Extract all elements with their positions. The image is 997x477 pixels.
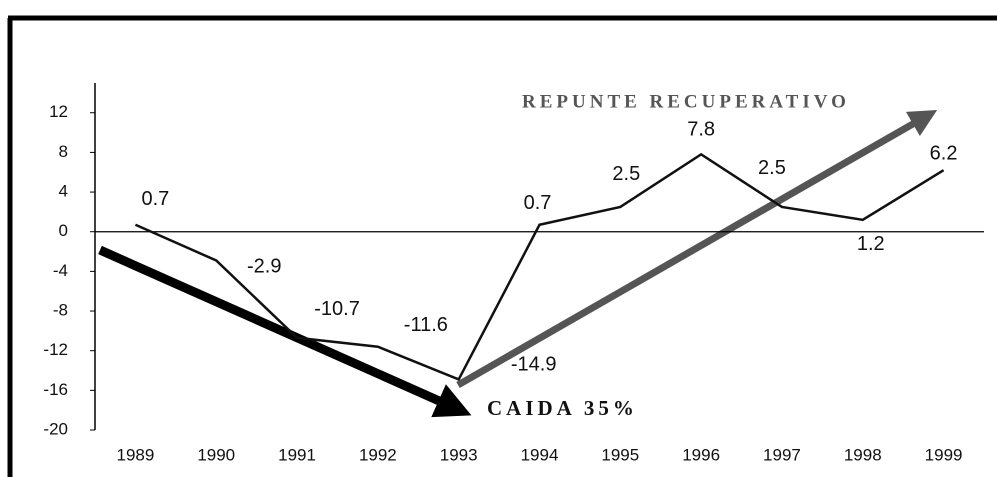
data-label: 6.2 — [930, 143, 958, 165]
x-tick-label: 1991 — [278, 445, 316, 464]
y-tick-label: 4 — [59, 182, 68, 201]
y-tick-label: 8 — [59, 142, 68, 161]
x-tick-label: 1998 — [844, 445, 882, 464]
recovery-arrow — [456, 110, 938, 389]
y-tick-label: -20 — [43, 419, 68, 438]
data-label: 7.8 — [687, 119, 715, 141]
x-tick-label: 1999 — [925, 445, 963, 464]
data-label: 1.2 — [857, 233, 885, 255]
x-tick-label: 1993 — [440, 445, 478, 464]
x-tick-label: 1990 — [197, 445, 235, 464]
annotation: REPUNTE RECUPERATIVO — [522, 91, 850, 112]
y-tick-label: -4 — [53, 261, 68, 280]
y-tick-label: -8 — [53, 301, 68, 320]
fall-arrow — [98, 245, 472, 418]
x-tick-label: 1989 — [116, 445, 154, 464]
data-label: 2.5 — [612, 163, 640, 185]
data-label: 0.7 — [142, 188, 170, 210]
data-label: -11.6 — [404, 314, 448, 336]
data-label: 2.5 — [758, 157, 786, 179]
x-tick-label: 1995 — [601, 445, 639, 464]
y-tick-label: 0 — [59, 221, 68, 240]
x-tick-label: 1994 — [521, 445, 559, 464]
data-label: -14.9 — [511, 354, 557, 376]
data-label: 0.7 — [524, 192, 552, 214]
y-tick-label: -12 — [43, 340, 68, 359]
y-tick-label: -16 — [43, 380, 68, 399]
x-tick-label: 1997 — [763, 445, 801, 464]
data-line — [134, 152, 945, 382]
data-label: -2.9 — [247, 256, 281, 278]
annotation: CAIDA 35% — [487, 396, 638, 420]
x-tick-label: 1996 — [682, 445, 720, 464]
y-tick-label: 12 — [49, 102, 68, 121]
data-label: -10.7 — [314, 298, 360, 320]
x-tick-label: 1992 — [359, 445, 397, 464]
